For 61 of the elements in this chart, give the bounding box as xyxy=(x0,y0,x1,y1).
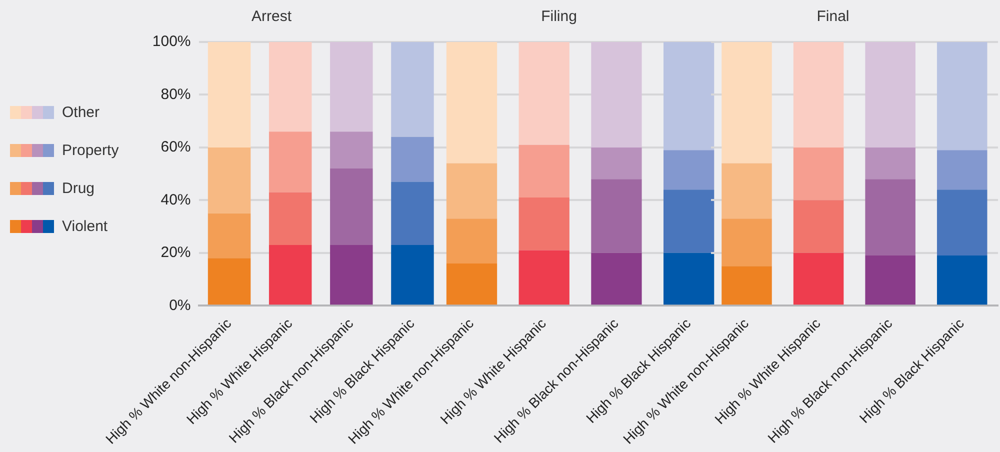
y-tick-label: 0% xyxy=(169,296,191,314)
bar xyxy=(936,150,988,190)
legend-label: Drug xyxy=(62,180,95,196)
bar xyxy=(936,256,988,305)
bar xyxy=(446,163,498,219)
bar xyxy=(722,218,772,266)
bar xyxy=(936,190,988,256)
bar xyxy=(663,252,714,305)
bar xyxy=(793,252,844,305)
legend-label: Other xyxy=(62,104,100,120)
bar xyxy=(446,218,498,264)
bar xyxy=(446,42,498,164)
chart-title: Final xyxy=(816,8,850,26)
chart-title: Arrest xyxy=(251,8,292,26)
bar xyxy=(518,42,570,145)
bar xyxy=(865,42,916,148)
y-tick-label: 40% xyxy=(160,191,191,208)
bar xyxy=(391,42,434,137)
bar xyxy=(208,258,251,305)
chart-title: Filing xyxy=(541,8,577,26)
bar xyxy=(518,144,570,198)
bar xyxy=(591,252,642,305)
bar xyxy=(208,42,251,148)
y-tick-label: 60% xyxy=(160,138,191,156)
bar xyxy=(268,192,312,245)
bar xyxy=(330,244,373,305)
bar xyxy=(518,198,570,250)
y-tick-label: 20% xyxy=(160,244,191,262)
bar xyxy=(268,244,312,305)
y-tick-label: 80% xyxy=(160,86,191,103)
y-tick-label: 100% xyxy=(152,33,191,50)
bar xyxy=(446,263,498,305)
bar xyxy=(591,42,642,148)
bar xyxy=(663,190,714,253)
bar xyxy=(208,213,251,258)
bar xyxy=(330,42,373,132)
legend-label: Property xyxy=(62,142,119,158)
bar xyxy=(865,147,916,180)
bar xyxy=(391,136,434,182)
bar xyxy=(591,147,642,180)
bar xyxy=(591,179,642,253)
bar xyxy=(722,266,772,305)
bar xyxy=(391,244,434,305)
bar xyxy=(663,150,714,190)
bar xyxy=(330,132,373,169)
bar xyxy=(663,42,714,150)
bar xyxy=(518,250,570,305)
bar xyxy=(268,132,312,192)
bar xyxy=(268,42,312,132)
bar xyxy=(865,256,916,305)
bar xyxy=(391,182,434,245)
bar xyxy=(793,147,844,200)
bar xyxy=(793,200,844,253)
bar xyxy=(722,163,772,219)
bar xyxy=(330,168,373,245)
bar xyxy=(793,42,844,148)
bar xyxy=(722,42,772,164)
bar xyxy=(208,147,251,214)
bar xyxy=(936,42,988,150)
bar xyxy=(865,179,916,256)
legend-label: Violent xyxy=(62,218,108,234)
